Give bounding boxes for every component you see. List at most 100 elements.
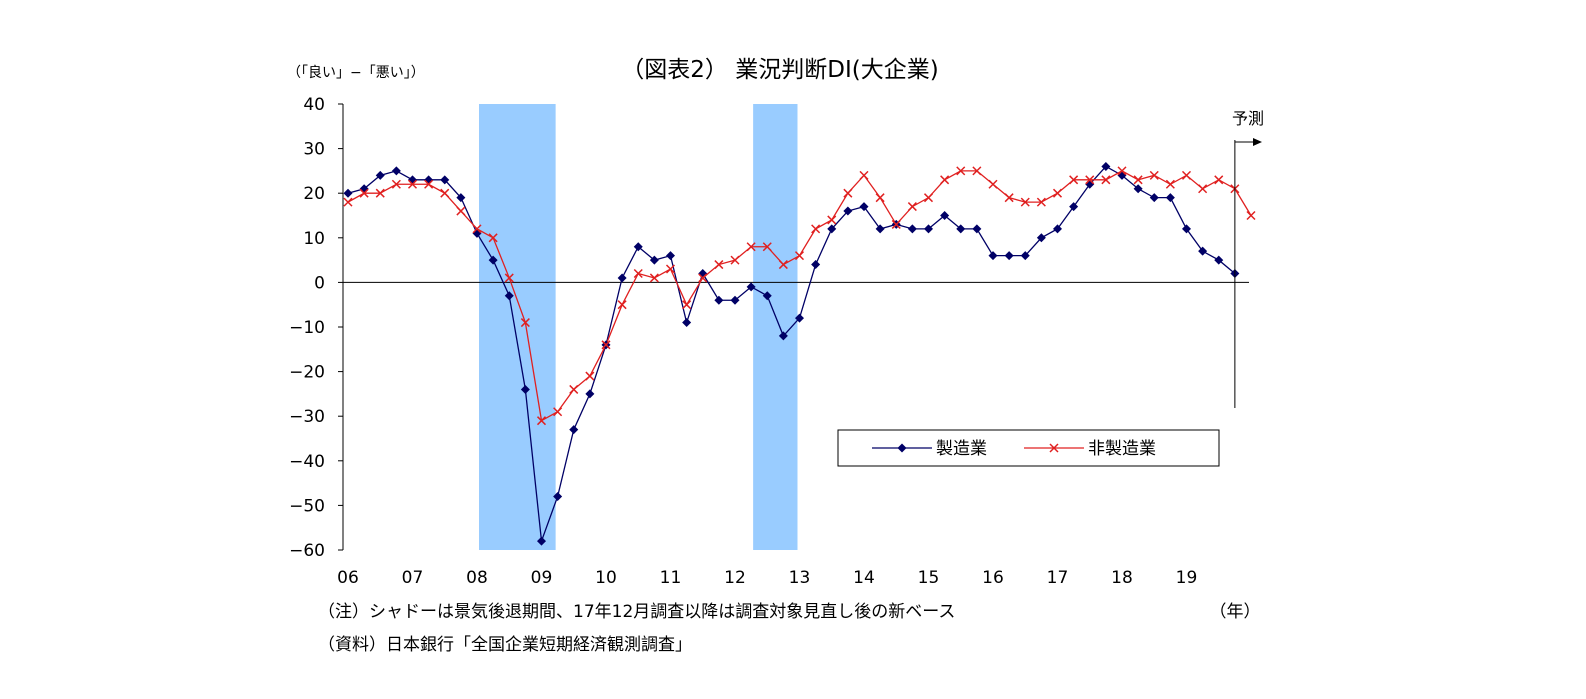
data-point-manufacturing xyxy=(1165,193,1175,203)
data-point-manufacturing xyxy=(988,251,998,261)
forecast-marker xyxy=(1234,138,1262,408)
data-point-non-manufacturing xyxy=(343,197,353,207)
x-tick-label: 11 xyxy=(660,568,682,588)
chart-axes: 40 30 20 10 0 −10 −20 −30 −40 −50 −60 06 07 08 09 10 11 1… xyxy=(289,95,1249,588)
data-point-non-manufacturing xyxy=(536,416,547,426)
data-point-non-manufacturing xyxy=(472,224,482,234)
data-point-non-manufacturing xyxy=(359,188,369,198)
data-point-non-manufacturing xyxy=(1165,179,1175,189)
data-point-manufacturing xyxy=(649,255,659,265)
forecast-arrow-head xyxy=(1253,138,1262,146)
data-point-manufacturing xyxy=(843,206,853,216)
data-point-non-manufacturing xyxy=(956,166,966,176)
note-shading: （注）シャドーは景気後退期間、17年12月調査以降は調査対象見直し後の新ベース xyxy=(318,602,955,622)
x-tick-label: 19 xyxy=(1176,568,1198,588)
data-point-non-manufacturing xyxy=(730,255,740,265)
data-point-non-manufacturing xyxy=(488,233,498,243)
data-point-manufacturing xyxy=(940,211,950,220)
y-tick-label: 20 xyxy=(303,184,325,204)
y-tick-label: −10 xyxy=(289,318,325,338)
data-point-manufacturing xyxy=(343,188,353,198)
data-point-non-manufacturing xyxy=(794,251,805,261)
data-point-non-manufacturing xyxy=(1149,170,1159,180)
legend-label-1: 製造業 xyxy=(936,439,987,459)
data-point-manufacturing xyxy=(1198,246,1208,256)
legend-marker-manufacturing xyxy=(897,443,907,453)
data-point-non-manufacturing xyxy=(440,188,450,198)
data-point-non-manufacturing xyxy=(633,268,643,279)
data-point-manufacturing xyxy=(553,491,563,501)
data-point-manufacturing xyxy=(488,255,498,265)
data-point-non-manufacturing xyxy=(1181,170,1192,180)
data-point-non-manufacturing xyxy=(811,224,821,234)
y-tick-label: −60 xyxy=(289,541,325,561)
data-point-non-manufacturing xyxy=(424,179,434,189)
data-point-manufacturing xyxy=(424,175,434,185)
data-point-manufacturing xyxy=(1053,224,1062,234)
y-tick-label: 40 xyxy=(303,95,325,115)
data-point-non-manufacturing xyxy=(940,175,950,185)
data-point-manufacturing xyxy=(698,268,708,278)
data-point-non-manufacturing xyxy=(778,260,788,270)
data-point-non-manufacturing xyxy=(1052,188,1063,198)
data-point-manufacturing xyxy=(924,224,933,234)
y-tick-label: −40 xyxy=(289,452,325,472)
data-point-non-manufacturing xyxy=(1036,197,1046,207)
data-point-non-manufacturing xyxy=(859,170,869,180)
data-point-manufacturing xyxy=(859,202,869,212)
data-point-manufacturing xyxy=(633,242,643,252)
x-tick-label: 06 xyxy=(337,568,359,588)
data-point-non-manufacturing xyxy=(972,166,982,176)
data-point-manufacturing xyxy=(827,224,837,234)
data-point-non-manufacturing xyxy=(1198,184,1208,194)
legend-label-2: 非製造業 xyxy=(1088,439,1156,459)
series-markers xyxy=(343,161,1256,546)
data-point-non-manufacturing xyxy=(585,371,595,381)
data-point-non-manufacturing xyxy=(762,242,772,252)
x-tick-label: 16 xyxy=(982,568,1004,588)
data-point-manufacturing xyxy=(730,295,740,305)
data-point-manufacturing xyxy=(811,260,821,270)
data-point-manufacturing xyxy=(1214,255,1224,265)
data-point-non-manufacturing xyxy=(391,179,401,189)
data-point-manufacturing xyxy=(391,166,401,176)
data-point-manufacturing xyxy=(746,282,756,292)
data-point-non-manufacturing xyxy=(553,407,563,417)
data-point-non-manufacturing xyxy=(1004,193,1014,203)
y-tick-label: 0 xyxy=(314,273,325,293)
data-point-non-manufacturing xyxy=(1020,197,1030,207)
data-point-manufacturing xyxy=(762,291,772,301)
x-tick-label: 07 xyxy=(402,568,424,588)
data-point-non-manufacturing xyxy=(617,300,627,310)
data-point-manufacturing xyxy=(1149,193,1159,203)
data-point-manufacturing xyxy=(408,175,417,185)
data-point-non-manufacturing xyxy=(1117,166,1127,176)
data-point-non-manufacturing xyxy=(1101,175,1111,185)
x-tick-label: 14 xyxy=(853,568,875,588)
x-tick-label: 12 xyxy=(724,568,746,588)
y-tick-label: −50 xyxy=(289,496,325,516)
recession-band-2 xyxy=(753,104,798,550)
data-point-non-manufacturing xyxy=(714,260,724,270)
data-point-manufacturing xyxy=(520,384,530,394)
x-axis-label: （年） xyxy=(1210,602,1261,622)
data-point-non-manufacturing xyxy=(520,318,530,328)
legend-marker-non-manufacturing xyxy=(1049,443,1059,453)
data-point-non-manufacturing xyxy=(891,219,901,229)
data-point-non-manufacturing xyxy=(456,206,466,216)
data-point-non-manufacturing xyxy=(875,193,885,203)
data-point-manufacturing xyxy=(795,313,804,323)
data-point-manufacturing xyxy=(456,193,466,203)
data-point-non-manufacturing xyxy=(682,300,692,310)
data-point-manufacturing xyxy=(617,273,627,283)
data-point-non-manufacturing xyxy=(1085,175,1095,185)
data-point-manufacturing xyxy=(714,295,724,305)
data-point-non-manufacturing xyxy=(1133,175,1143,185)
x-tick-label: 13 xyxy=(789,568,811,588)
data-point-non-manufacturing xyxy=(923,193,934,203)
x-tick-label: 08 xyxy=(466,568,488,588)
y-tick-label: −30 xyxy=(289,407,325,427)
data-point-manufacturing xyxy=(666,251,675,261)
data-point-non-manufacturing xyxy=(907,202,917,212)
data-point-manufacturing xyxy=(1020,251,1030,261)
